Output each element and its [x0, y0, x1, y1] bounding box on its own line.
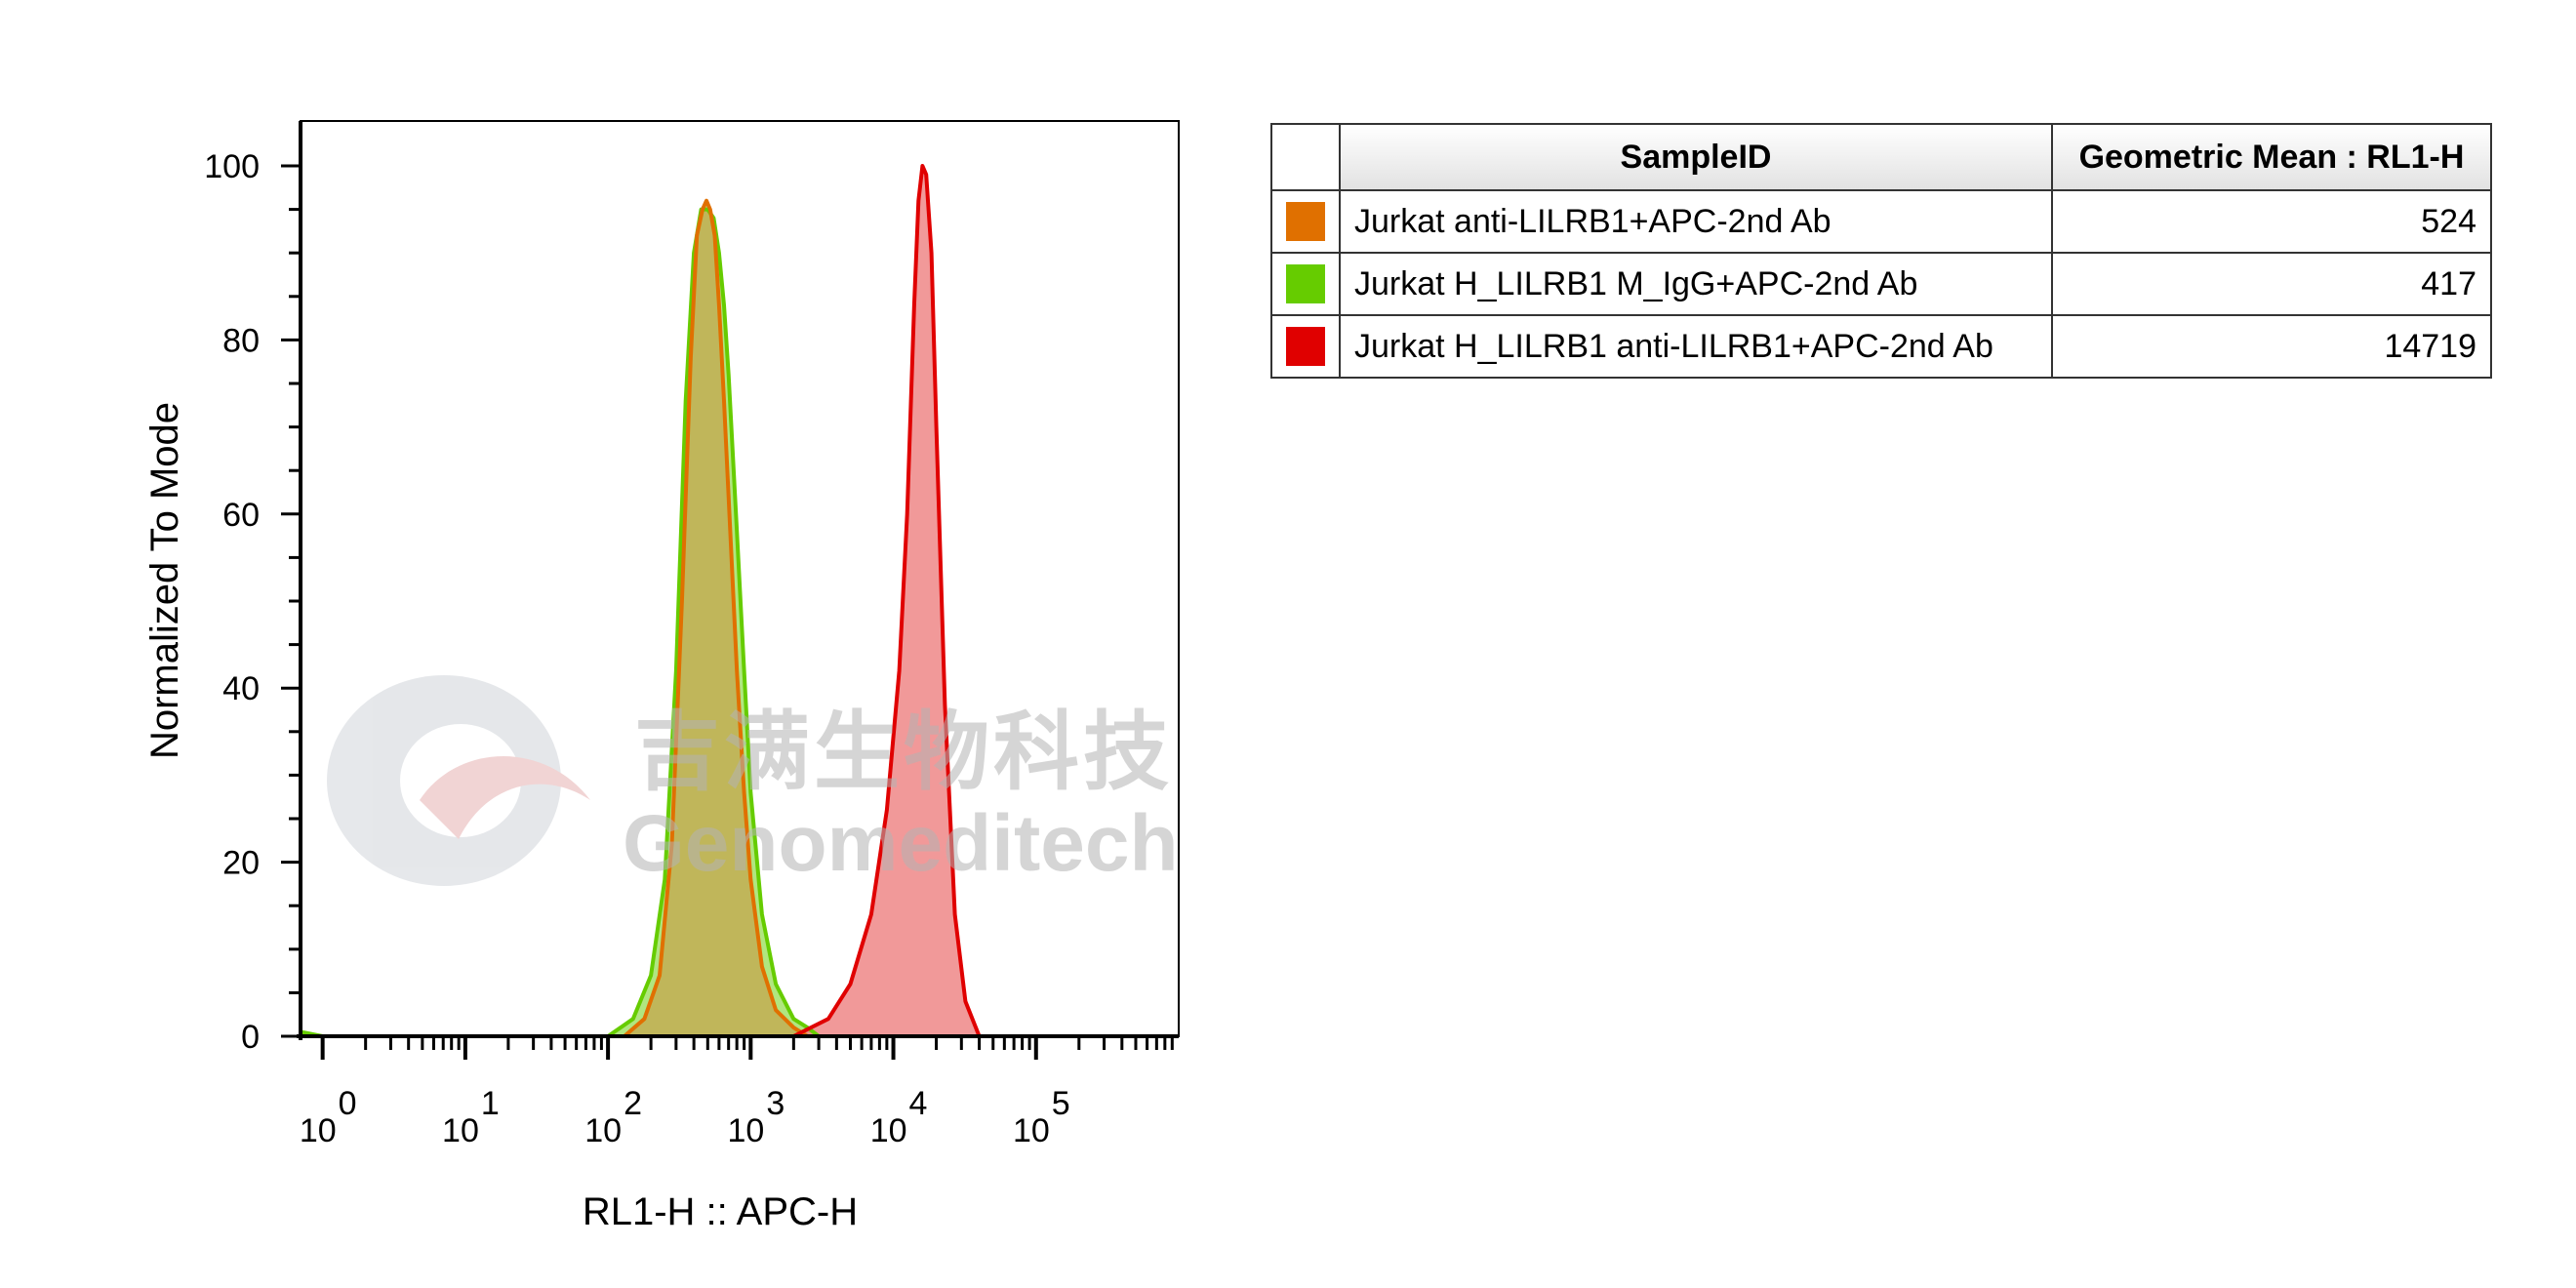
y-tick-label: 40 — [222, 670, 260, 707]
y-tick-label: 20 — [222, 845, 260, 882]
x-tick-exponent: 3 — [766, 1085, 785, 1122]
watermark-chinese: 吉满生物科技 — [634, 704, 1174, 800]
x-tick-label: 10 — [727, 1112, 764, 1149]
x-axis-label: RL1-H :: APC-H — [583, 1190, 858, 1233]
x-tick-exponent: 4 — [909, 1085, 928, 1122]
series-line-1 — [301, 198, 1179, 1038]
x-tick-label: 10 — [1013, 1112, 1050, 1149]
table-header-swatch — [1270, 123, 1341, 191]
table-row: Jurkat H_LILRB1 M_IgG+APC-2nd Ab 417 — [1270, 252, 2492, 316]
legend-swatch-orange — [1286, 202, 1325, 241]
y-tick-label: 100 — [204, 148, 260, 185]
table-header-geometric-mean: Geometric Mean : RL1-H — [2051, 123, 2492, 191]
x-tick-label: 10 — [300, 1112, 337, 1149]
x-tick-label: 10 — [870, 1112, 907, 1149]
table-cell-value: 14719 — [2051, 314, 2492, 379]
watermark-english: Genomeditech — [623, 799, 1179, 888]
table-cell-sample: Jurkat H_LILRB1 anti-LILRB1+APC-2nd Ab — [1339, 314, 2053, 379]
x-tick-label: 10 — [442, 1112, 479, 1149]
x-tick-label: 10 — [584, 1112, 622, 1149]
series-fill-1 — [301, 200, 1179, 1036]
table-row: Jurkat H_LILRB1 anti-LILRB1+APC-2nd Ab 1… — [1270, 314, 2492, 379]
y-axis-label: Normalized To Mode — [143, 402, 186, 759]
x-tick-exponent: 0 — [339, 1085, 357, 1122]
series-fill-0 — [301, 209, 1179, 1037]
x-tick-exponent: 1 — [481, 1085, 500, 1122]
x-tick-exponent: 5 — [1052, 1085, 1070, 1122]
table-row: Jurkat anti-LILRB1+APC-2nd Ab 524 — [1270, 189, 2492, 254]
legend-swatch-red — [1286, 327, 1325, 366]
legend-swatch-green — [1286, 264, 1325, 303]
statistics-table: SampleID Geometric Mean : RL1-H Jurkat a… — [1270, 123, 2492, 379]
x-tick-exponent: 2 — [624, 1085, 642, 1122]
table-cell-value: 417 — [2051, 252, 2492, 316]
table-cell-sample: Jurkat H_LILRB1 M_IgG+APC-2nd Ab — [1339, 252, 2053, 316]
y-tick-label: 60 — [222, 497, 260, 534]
series-line-2 — [301, 164, 1179, 1038]
y-tick-label: 0 — [241, 1019, 260, 1056]
y-tick-label: 80 — [222, 322, 260, 359]
table-cell-value: 524 — [2051, 189, 2492, 254]
table-cell-sample: Jurkat anti-LILRB1+APC-2nd Ab — [1339, 189, 2053, 254]
table-header-sampleid: SampleID — [1339, 123, 2053, 191]
table-header-row: SampleID Geometric Mean : RL1-H — [1270, 123, 2492, 191]
watermark-logo — [327, 675, 590, 886]
